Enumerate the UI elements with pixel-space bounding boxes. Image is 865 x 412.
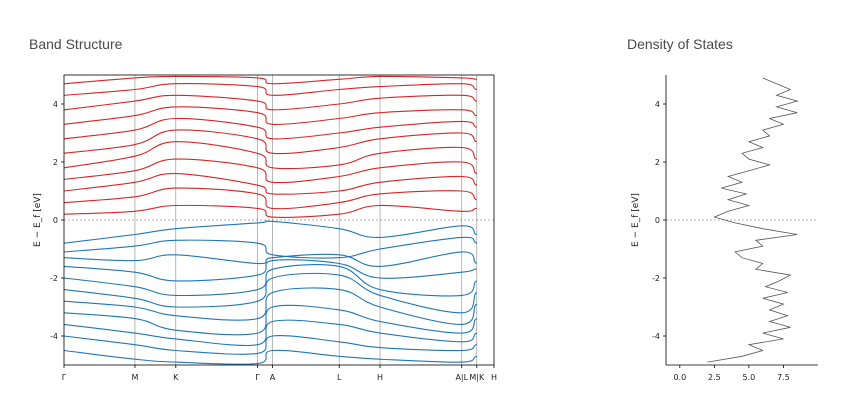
- conduction-band-14: [64, 158, 478, 184]
- valence-band-0: [64, 220, 477, 244]
- x-tick-label: A|L: [455, 373, 468, 382]
- valence-band-10: [64, 349, 477, 365]
- x-tick-label: H: [491, 373, 497, 382]
- y-tick-label: 2: [53, 158, 58, 167]
- conduction-band-21: [64, 75, 477, 85]
- conduction-band-20: [64, 83, 477, 96]
- y-tick-label: 2: [655, 158, 660, 167]
- x-tick-label: 2.5: [708, 373, 721, 382]
- y-axis-label: E − E_f [eV]: [631, 193, 641, 247]
- x-tick-label: M: [131, 373, 138, 382]
- valence-band-9: [64, 335, 477, 355]
- valence-band-3: [64, 259, 477, 282]
- bands-group: [64, 75, 478, 365]
- x-tick-label: M|K: [469, 373, 485, 382]
- x-tick-label: Γ: [255, 373, 260, 382]
- conduction-band-15: [64, 141, 477, 170]
- x-tick-label: Γ: [62, 373, 67, 382]
- x-tick-label: 5.0: [743, 373, 756, 382]
- valence-band-6: [64, 287, 478, 325]
- y-tick-label: -2: [50, 274, 58, 283]
- conduction-band-17: [64, 117, 477, 140]
- y-tick-label: -2: [652, 274, 660, 283]
- dos-title: Density of States: [627, 36, 733, 52]
- valence-band-2: [64, 251, 478, 267]
- band-structure-title: Band Structure: [29, 36, 123, 52]
- x-tick-label: A: [270, 373, 276, 382]
- y-tick-label: -4: [652, 332, 660, 341]
- dos-plot: -4 -2 0 2 4 0.0 2.5 5.0 7.5 E − E_f [eV]: [631, 75, 818, 382]
- band-structure-plot: -4 -2 0 2 4 Γ M K Γ A L H A|L M|K H E − E_f [eV]: [33, 74, 497, 382]
- x-tick-label: K: [173, 373, 179, 382]
- x-tick-label: 7.5: [777, 373, 790, 382]
- y-tick-label: 0: [655, 216, 660, 225]
- y-tick-label: -4: [50, 332, 58, 341]
- y-tick-label: 4: [53, 100, 58, 109]
- conduction-band-19: [64, 94, 477, 111]
- valence-band-1: [64, 236, 478, 259]
- conduction-band-11: [64, 204, 477, 218]
- valence-band-5: [64, 272, 478, 314]
- conduction-band-12: [64, 187, 477, 210]
- x-tick-label: 0.0: [673, 373, 686, 382]
- conduction-band-16: [64, 129, 477, 155]
- conduction-band-18: [64, 106, 477, 125]
- y-tick-label: 4: [655, 100, 660, 109]
- dos-curve: [707, 77, 799, 363]
- valence-band-8: [64, 319, 477, 347]
- valence-band-4: [64, 264, 478, 297]
- y-tick-label: 0: [53, 216, 58, 225]
- x-tick-label: H: [377, 373, 383, 382]
- x-tick-label: L: [337, 373, 342, 382]
- valence-band-7: [64, 304, 478, 336]
- y-axis-label: E − E_f [eV]: [33, 193, 43, 247]
- conduction-band-13: [64, 173, 477, 195]
